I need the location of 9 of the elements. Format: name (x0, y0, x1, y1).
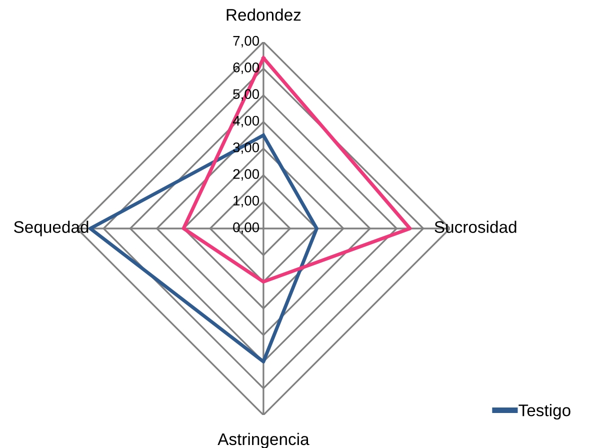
spoke-label: Astringencia (218, 432, 310, 448)
legend-label: Testigo (518, 404, 570, 420)
spoke-label: Redondez (226, 8, 301, 21)
y-tick-label: 0,00 (233, 222, 260, 234)
spoke-label: Sucrosidad (434, 220, 516, 233)
y-tick-label: 1,00 (234, 196, 260, 208)
y-tick-label: 7,00 (233, 36, 260, 48)
spoke-label: Sequedad (14, 220, 88, 236)
y-tick-label: 2,00 (233, 169, 260, 181)
